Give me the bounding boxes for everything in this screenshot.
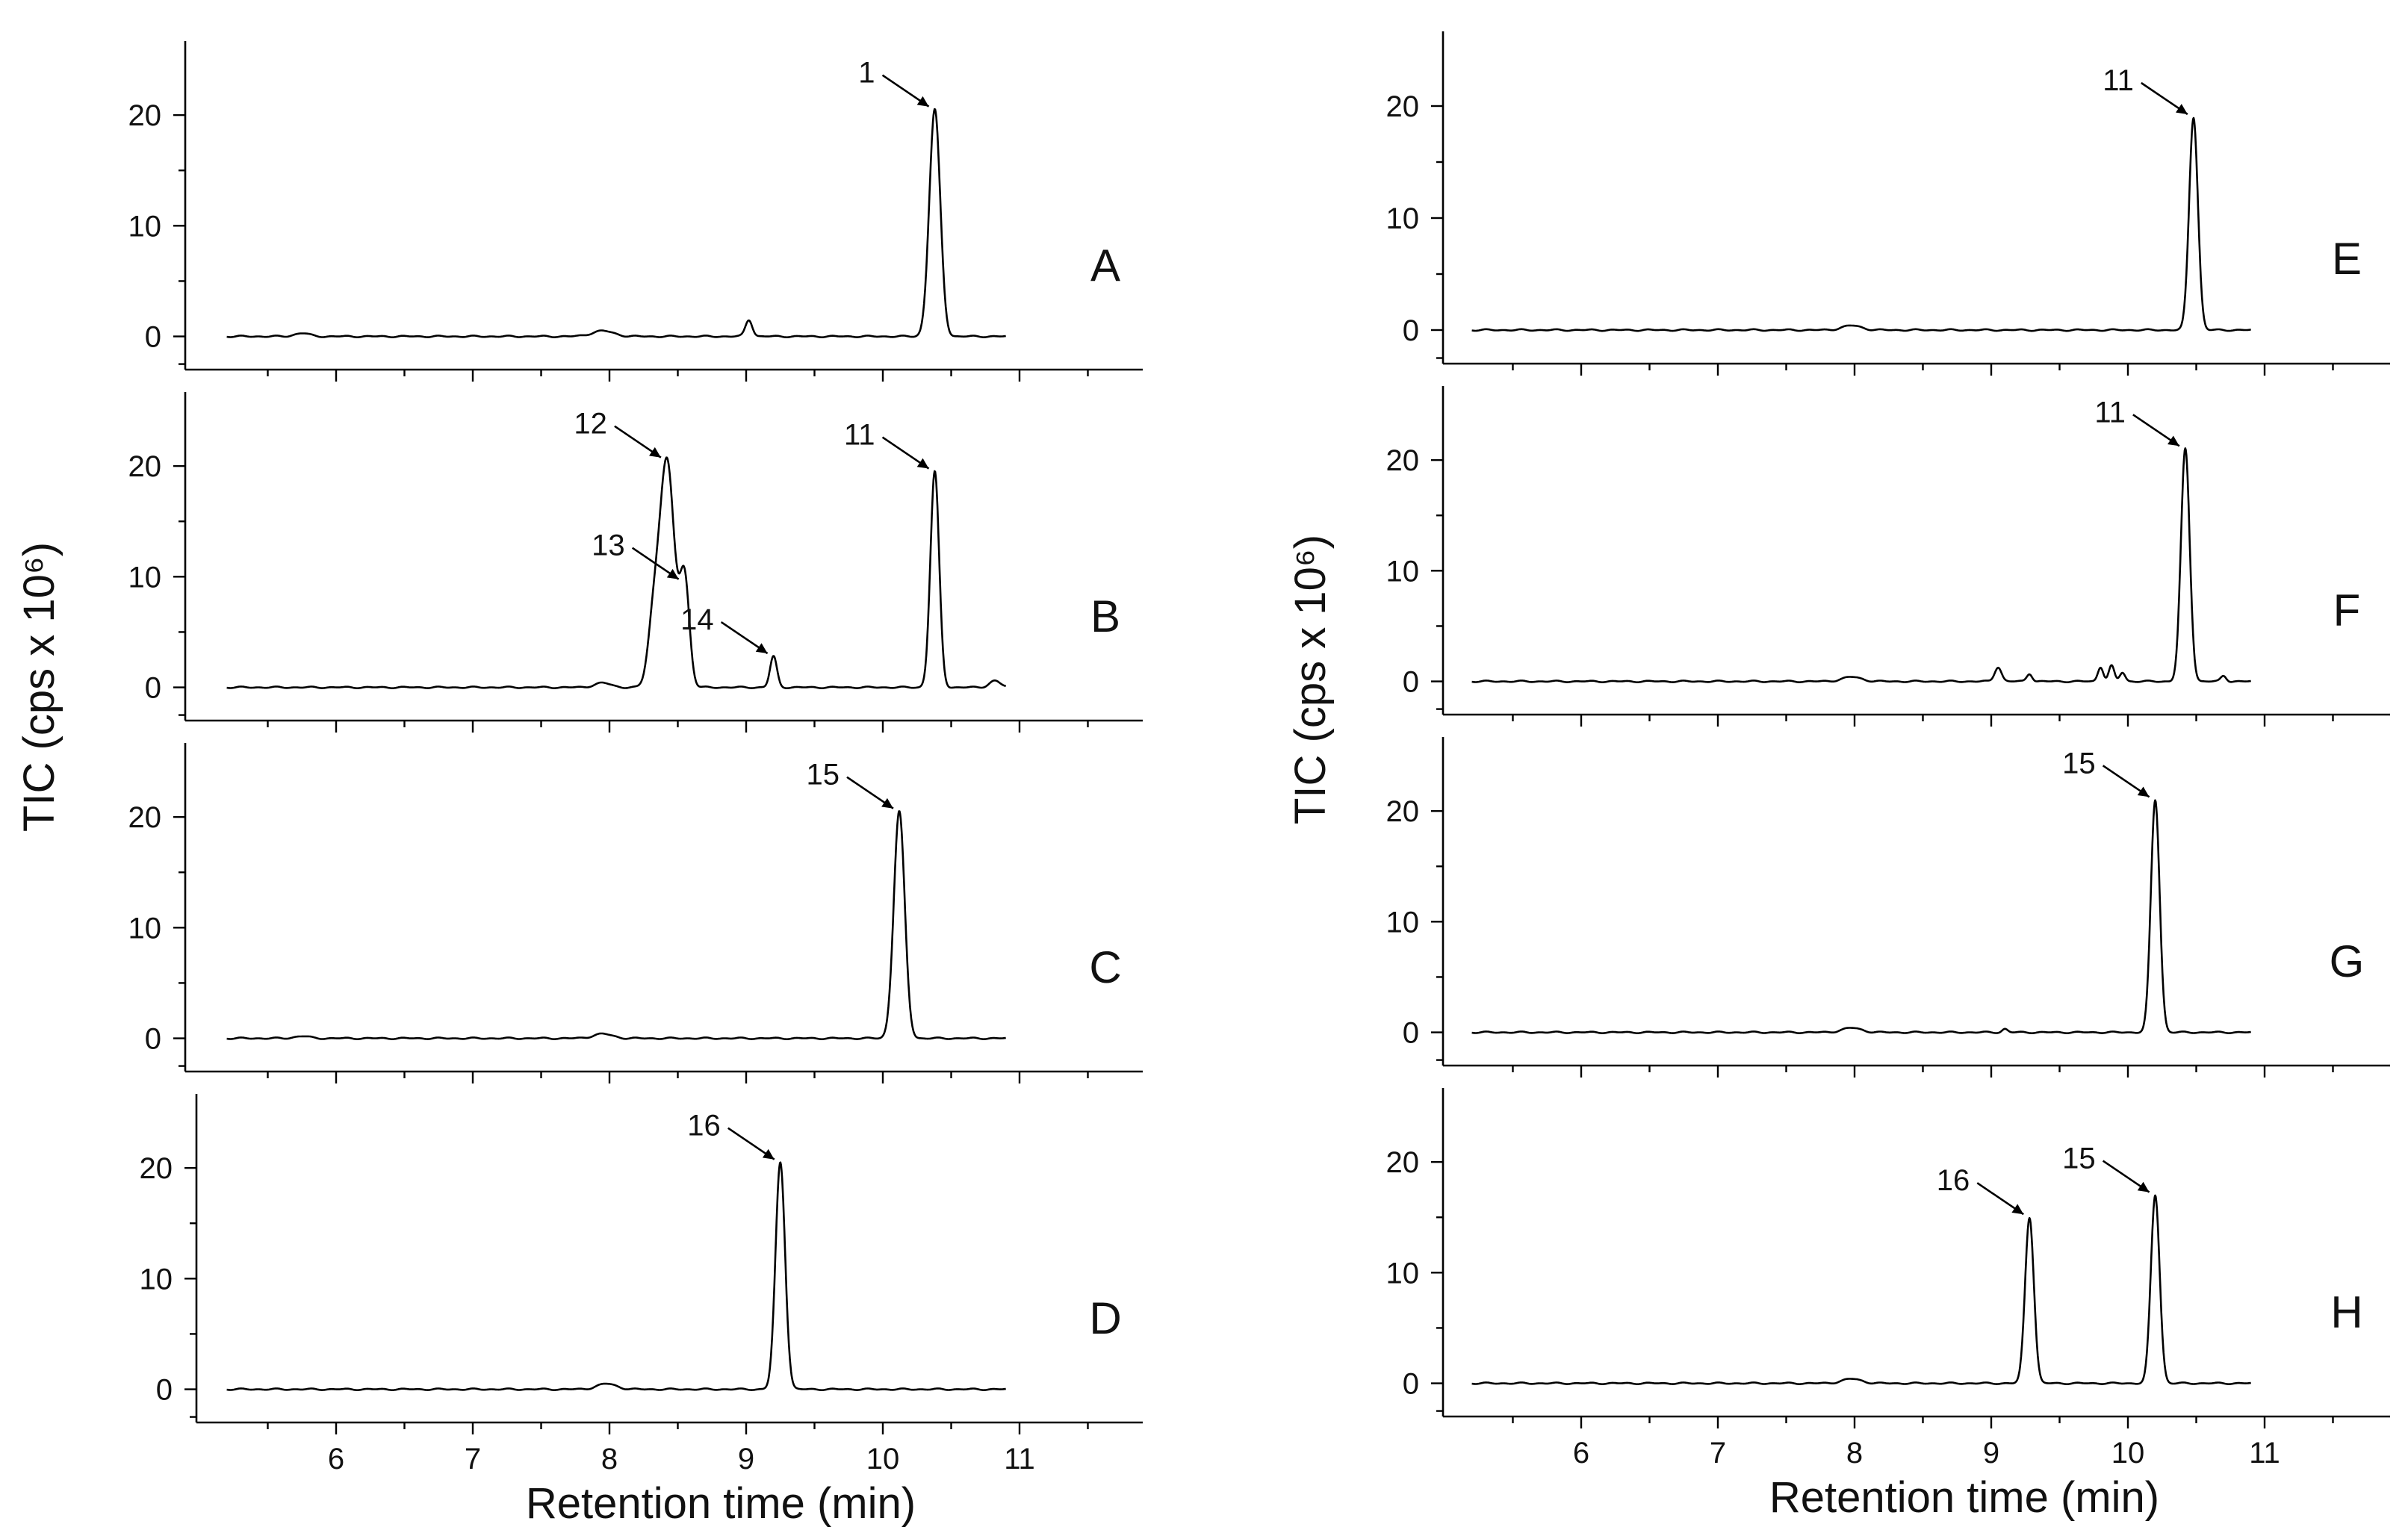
peak-arrowhead: [2137, 786, 2150, 797]
y-tick-label: 20: [1386, 90, 1420, 123]
x-tick-label: 9: [738, 1443, 754, 1476]
panel-label: D: [1089, 1293, 1121, 1343]
y-axis-title: TIC (cps x 10⁶): [15, 542, 63, 832]
peak-label: 11: [2103, 64, 2134, 97]
chromatogram-trace: [226, 108, 1007, 338]
y-tick-label: 20: [1386, 1146, 1420, 1179]
peak-label: 16: [687, 1110, 721, 1142]
chromatogram-trace: [226, 1161, 1007, 1391]
y-tick-label: 0: [145, 672, 161, 705]
y-tick-label: 10: [128, 912, 162, 945]
x-tick-label: 7: [1710, 1437, 1726, 1470]
chromatogram-trace: [1471, 116, 2252, 332]
panel-h: 0 10 20 6 7 8 9 10 11 16 15 H Retention time (min): [1386, 1088, 2390, 1522]
y-tick-label: 10: [1386, 202, 1420, 235]
peak-label: 12: [574, 408, 607, 441]
x-tick-label: 8: [601, 1443, 618, 1476]
panel-f: 0 10 20 11 F TIC (cps x 10⁶): [1286, 386, 2390, 824]
x-tick-label: 8: [1846, 1437, 1863, 1470]
chromatogram-trace: [1471, 1194, 2252, 1385]
y-tick-label: 0: [1403, 314, 1419, 347]
peak-arrowhead: [916, 458, 929, 469]
chromatogram-trace: [1471, 447, 2252, 683]
x-tick-label: 11: [1004, 1443, 1035, 1476]
peak-arrowhead: [649, 447, 661, 458]
panel-a: 0 10 20 1 A: [128, 41, 1143, 382]
x-tick-label: 6: [328, 1443, 344, 1476]
peak-arrowhead: [755, 643, 768, 654]
peak-label: 11: [844, 419, 875, 452]
y-tick-label: 0: [1403, 1368, 1419, 1401]
y-tick-label: 10: [1386, 906, 1420, 939]
y-tick-label: 10: [1386, 555, 1420, 588]
peak-label: 15: [2062, 747, 2096, 780]
panel-label: A: [1090, 240, 1120, 290]
chromatogram-trace: [226, 810, 1007, 1040]
panel-g: 0 10 20 15 G: [1386, 737, 2390, 1078]
y-tick-label: 20: [128, 99, 162, 132]
peak-label: 14: [680, 603, 714, 636]
panel-label: F: [2333, 585, 2361, 635]
panel-label: B: [1090, 591, 1120, 641]
x-tick-label: 11: [2249, 1437, 2280, 1470]
y-tick-label: 0: [156, 1374, 173, 1407]
panel-c: 0 10 20 15 C: [128, 743, 1143, 1083]
y-tick-label: 0: [145, 1023, 161, 1056]
peak-arrowhead: [666, 568, 679, 579]
x-tick-label: 6: [1573, 1437, 1589, 1470]
chromatogram-trace: [226, 456, 1007, 689]
panel-e: 0 10 20 11 E: [1386, 31, 2390, 376]
panel-label: C: [1089, 942, 1121, 992]
y-axis-title: TIC (cps x 10⁶): [1286, 535, 1335, 824]
y-tick-label: 20: [1386, 795, 1420, 828]
y-tick-label: 20: [1386, 444, 1420, 477]
panel-label: H: [2330, 1287, 2362, 1337]
chromatogram-trace: [1471, 799, 2252, 1034]
peak-label: 15: [2062, 1142, 2096, 1175]
y-tick-label: 0: [1403, 666, 1419, 699]
peak-label: 11: [2094, 396, 2126, 429]
y-tick-label: 0: [1403, 1017, 1419, 1050]
peak-arrowhead: [2137, 1181, 2150, 1192]
x-tick-label: 9: [1983, 1437, 1999, 1470]
peak-arrowhead: [881, 797, 893, 809]
x-tick-label: 7: [465, 1443, 481, 1476]
y-tick-label: 10: [1386, 1257, 1420, 1290]
peak-arrowhead: [762, 1148, 775, 1160]
peak-label: 16: [1937, 1164, 1970, 1197]
peak-label: 15: [806, 759, 840, 792]
x-tick-label: 10: [2111, 1437, 2145, 1470]
peak-arrowhead: [916, 96, 929, 107]
peak-arrowhead: [2011, 1204, 2024, 1215]
y-tick-label: 10: [128, 210, 162, 243]
x-axis-title: Retention time (min): [526, 1479, 916, 1528]
y-tick-label: 20: [128, 450, 162, 483]
peak-arrowhead: [2176, 104, 2188, 114]
peak-label: 13: [592, 529, 625, 562]
x-axis-title: Retention time (min): [1769, 1473, 2159, 1522]
panel-b: 0 10 20 12 13 14 11 B TIC (cps x 10⁶): [15, 392, 1143, 832]
y-tick-label: 10: [128, 561, 162, 594]
y-tick-label: 0: [145, 321, 161, 354]
panel-label: G: [2330, 936, 2365, 986]
y-tick-label: 10: [140, 1263, 173, 1296]
peak-label: 1: [858, 57, 875, 90]
panel-label: E: [2332, 234, 2362, 284]
x-tick-label: 10: [866, 1443, 900, 1476]
y-tick-label: 20: [140, 1152, 173, 1185]
y-tick-label: 20: [128, 801, 162, 834]
peak-arrowhead: [2167, 435, 2179, 447]
panel-d: 0 10 20 6 7 8 9 10 11 16 D Retention time (min): [140, 1094, 1143, 1528]
